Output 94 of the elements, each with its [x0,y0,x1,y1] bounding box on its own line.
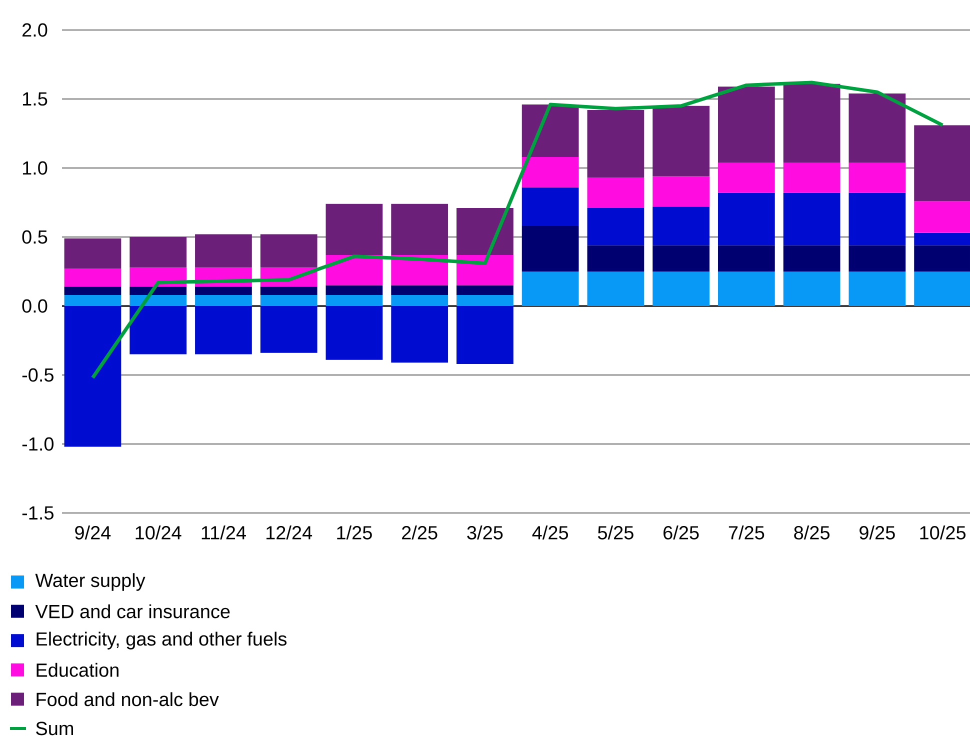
bar [64,238,122,269]
bar [718,86,775,162]
legend-label: Water supply [35,573,146,591]
bar [391,285,448,295]
x-tick-label: 10/24 [136,526,182,540]
bar [914,245,970,272]
bar [718,192,775,246]
bar [260,234,318,268]
bar [652,206,710,246]
bar [130,286,187,295]
y-tick-label: 2.0 [22,23,48,37]
y-tick-label: -0.5 [22,368,54,382]
y-tick-label: 0.5 [22,230,48,244]
bar [587,110,644,178]
bar [391,306,448,363]
bar [587,178,644,208]
bar [587,208,644,246]
bar [195,286,252,295]
legend-label: Food and non-alc bev [36,692,219,706]
bar [718,271,775,306]
bar [391,294,448,306]
bar [260,286,318,295]
legend-label: Electricity, gas and other fuels [36,632,287,650]
bar [848,245,906,272]
bar [783,162,840,193]
x-tick-label: 11/24 [202,526,246,540]
bar [130,294,187,306]
x-tick-label: 5/25 [598,526,634,540]
legend-label: Education [36,662,118,677]
x-tick-label: 9/25 [860,526,895,540]
x-tick-label: 7/25 [728,526,764,540]
bar [522,187,579,226]
bar [914,201,970,233]
bar [522,271,579,306]
x-tick-label: 3/25 [467,526,503,540]
line-series [90,80,944,380]
bar [260,306,318,353]
legend-label: Sum [36,722,74,736]
bar [783,192,840,246]
bar [456,254,514,286]
bar [195,294,252,306]
y-tick-label: 1.0 [22,161,48,175]
bar [326,306,383,360]
bar [456,306,514,364]
bar [914,271,970,306]
bar [848,271,906,306]
bar [64,286,122,295]
bar [652,176,710,207]
bar [195,234,252,268]
bar [64,306,122,447]
bar [456,285,514,295]
x-tick-label: 4/25 [532,526,568,540]
legend-label: VED and car insurance [35,604,230,618]
bar [783,271,840,306]
x-tick-label: 9/24 [75,526,111,540]
bar [783,84,840,162]
bar [391,204,448,255]
bar [130,306,187,354]
bar [130,237,187,268]
x-tick-label: 12/24 [266,526,312,540]
bar [326,204,383,255]
x-tick-label: 1/25 [337,526,372,540]
bar [522,226,579,272]
bar [652,271,710,306]
x-tick-label: 10/25 [920,526,966,540]
x-tick-label: 8/25 [794,526,830,540]
bar [914,232,970,246]
bar [848,192,906,246]
y-tick-label: 0.0 [22,299,48,313]
bar [64,294,122,306]
x-tick-label: 2/25 [402,526,438,540]
bar [587,271,644,306]
y-tick-label: -1.5 [22,506,54,520]
bar [848,93,906,162]
bar [64,268,122,287]
x-tick-label: 6/25 [664,526,699,540]
bar [652,106,710,176]
bar [522,156,579,188]
bar [783,245,840,272]
y-tick-label: 1.5 [22,92,48,106]
bar [195,306,252,354]
bar [522,104,579,157]
bar [914,125,970,202]
bar [456,208,514,255]
bar [718,162,775,193]
bar [326,294,383,306]
bar [326,285,383,295]
bar [848,162,906,193]
bar [260,294,318,306]
bar [718,245,775,272]
bar [456,294,514,306]
y-tick-label: -1.0 [22,437,54,451]
bar [587,245,644,272]
bar [652,245,710,272]
